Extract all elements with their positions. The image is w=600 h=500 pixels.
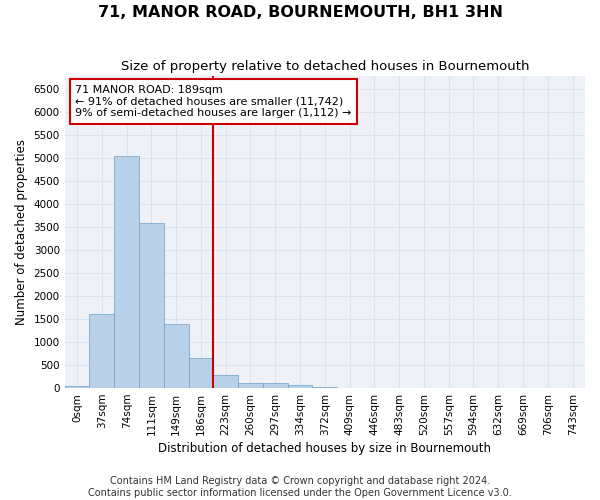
Bar bbox=[139, 222, 164, 388]
Text: 71, MANOR ROAD, BOURNEMOUTH, BH1 3HN: 71, MANOR ROAD, BOURNEMOUTH, BH1 3HN bbox=[97, 5, 503, 20]
Bar bbox=[313, 386, 337, 388]
Bar bbox=[188, 358, 214, 388]
Text: 71 MANOR ROAD: 189sqm
← 91% of detached houses are smaller (11,742)
9% of semi-d: 71 MANOR ROAD: 189sqm ← 91% of detached … bbox=[75, 85, 352, 118]
Y-axis label: Number of detached properties: Number of detached properties bbox=[15, 139, 28, 325]
Bar bbox=[89, 314, 114, 388]
Bar bbox=[65, 386, 89, 388]
Title: Size of property relative to detached houses in Bournemouth: Size of property relative to detached ho… bbox=[121, 60, 529, 73]
Bar bbox=[238, 382, 263, 388]
Bar bbox=[164, 324, 188, 388]
Bar bbox=[214, 375, 238, 388]
Bar bbox=[263, 384, 287, 388]
Bar bbox=[114, 156, 139, 388]
Bar bbox=[287, 385, 313, 388]
Text: Contains HM Land Registry data © Crown copyright and database right 2024.
Contai: Contains HM Land Registry data © Crown c… bbox=[88, 476, 512, 498]
X-axis label: Distribution of detached houses by size in Bournemouth: Distribution of detached houses by size … bbox=[158, 442, 491, 455]
